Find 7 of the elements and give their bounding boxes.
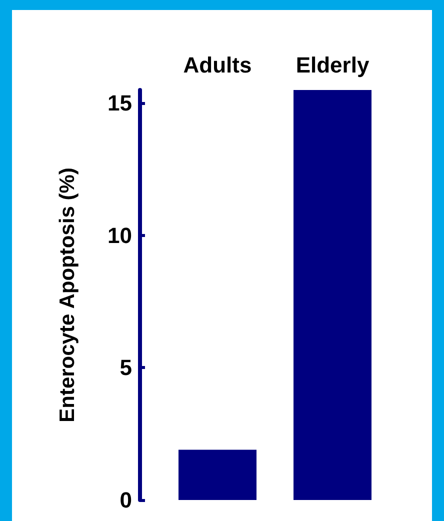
y-tick-label: 0 [120, 488, 132, 512]
y-axis-title: Enterocyte Apoptosis (%) [56, 168, 79, 422]
y-tick-label: 10 [108, 222, 132, 248]
y-tick-label: 5 [120, 355, 132, 380]
x-tick-label: Adults [183, 52, 252, 78]
y-tick-label: 15 [108, 90, 132, 116]
x-tick-label: Elderly [296, 52, 370, 78]
